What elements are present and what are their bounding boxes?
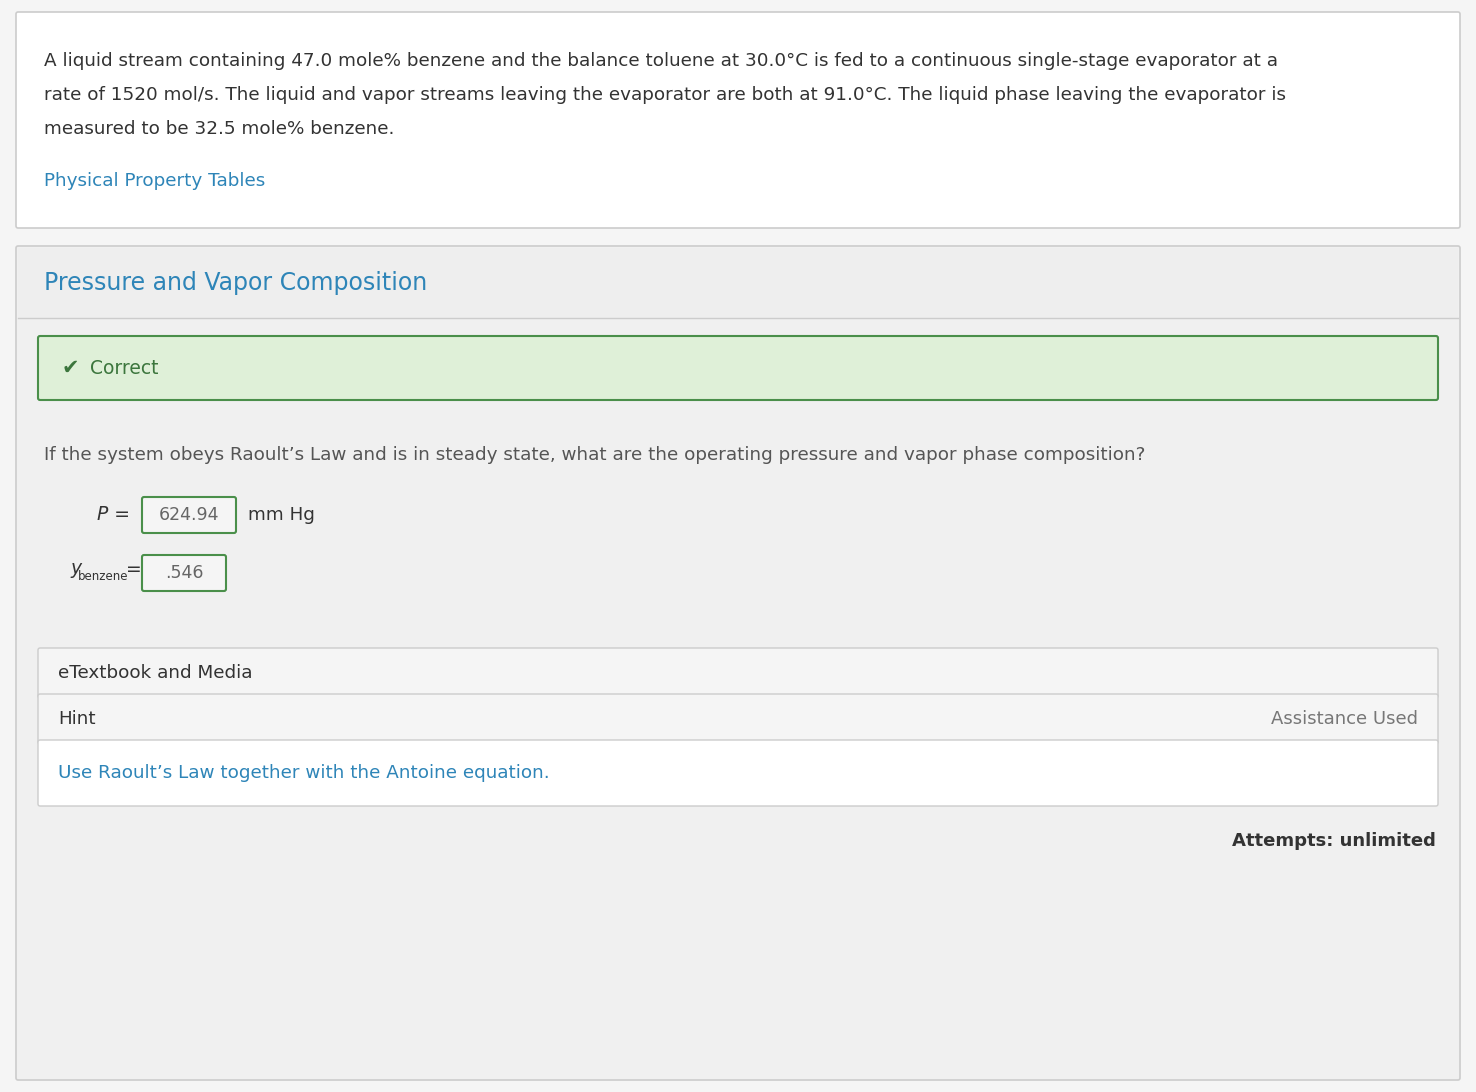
Text: eTextbook and Media: eTextbook and Media: [58, 664, 252, 682]
Text: Correct: Correct: [90, 358, 158, 378]
Text: P =: P =: [97, 506, 130, 524]
FancyBboxPatch shape: [142, 497, 236, 533]
FancyBboxPatch shape: [38, 648, 1438, 698]
Text: y: y: [69, 559, 81, 579]
Text: Use Raoult’s Law together with the Antoine equation.: Use Raoult’s Law together with the Antoi…: [58, 764, 549, 782]
Text: benzene: benzene: [78, 570, 128, 583]
Text: Physical Property Tables: Physical Property Tables: [44, 173, 266, 190]
FancyBboxPatch shape: [38, 695, 1438, 744]
FancyBboxPatch shape: [38, 740, 1438, 806]
Text: Assistance Used: Assistance Used: [1271, 710, 1418, 728]
Text: =: =: [125, 559, 142, 579]
Text: mm Hg: mm Hg: [248, 506, 314, 524]
Text: Pressure and Vapor Composition: Pressure and Vapor Composition: [44, 271, 427, 295]
FancyBboxPatch shape: [142, 555, 226, 591]
Bar: [18, 248, 1458, 318]
Text: ✔: ✔: [62, 358, 80, 378]
FancyBboxPatch shape: [16, 246, 1460, 1080]
FancyBboxPatch shape: [16, 12, 1460, 228]
Text: measured to be 32.5 mole% benzene.: measured to be 32.5 mole% benzene.: [44, 120, 394, 138]
Text: rate of 1520 mol/s. The liquid and vapor streams leaving the evaporator are both: rate of 1520 mol/s. The liquid and vapor…: [44, 86, 1286, 104]
Text: If the system obeys Raoult’s Law and is in steady state, what are the operating : If the system obeys Raoult’s Law and is …: [44, 446, 1145, 464]
Text: Attempts: unlimited: Attempts: unlimited: [1232, 832, 1436, 850]
Text: .546: .546: [165, 563, 204, 582]
FancyBboxPatch shape: [38, 336, 1438, 400]
Text: 624.94: 624.94: [159, 506, 220, 524]
Text: A liquid stream containing 47.0 mole% benzene and the balance toluene at 30.0°C : A liquid stream containing 47.0 mole% be…: [44, 52, 1278, 70]
Text: Hint: Hint: [58, 710, 96, 728]
